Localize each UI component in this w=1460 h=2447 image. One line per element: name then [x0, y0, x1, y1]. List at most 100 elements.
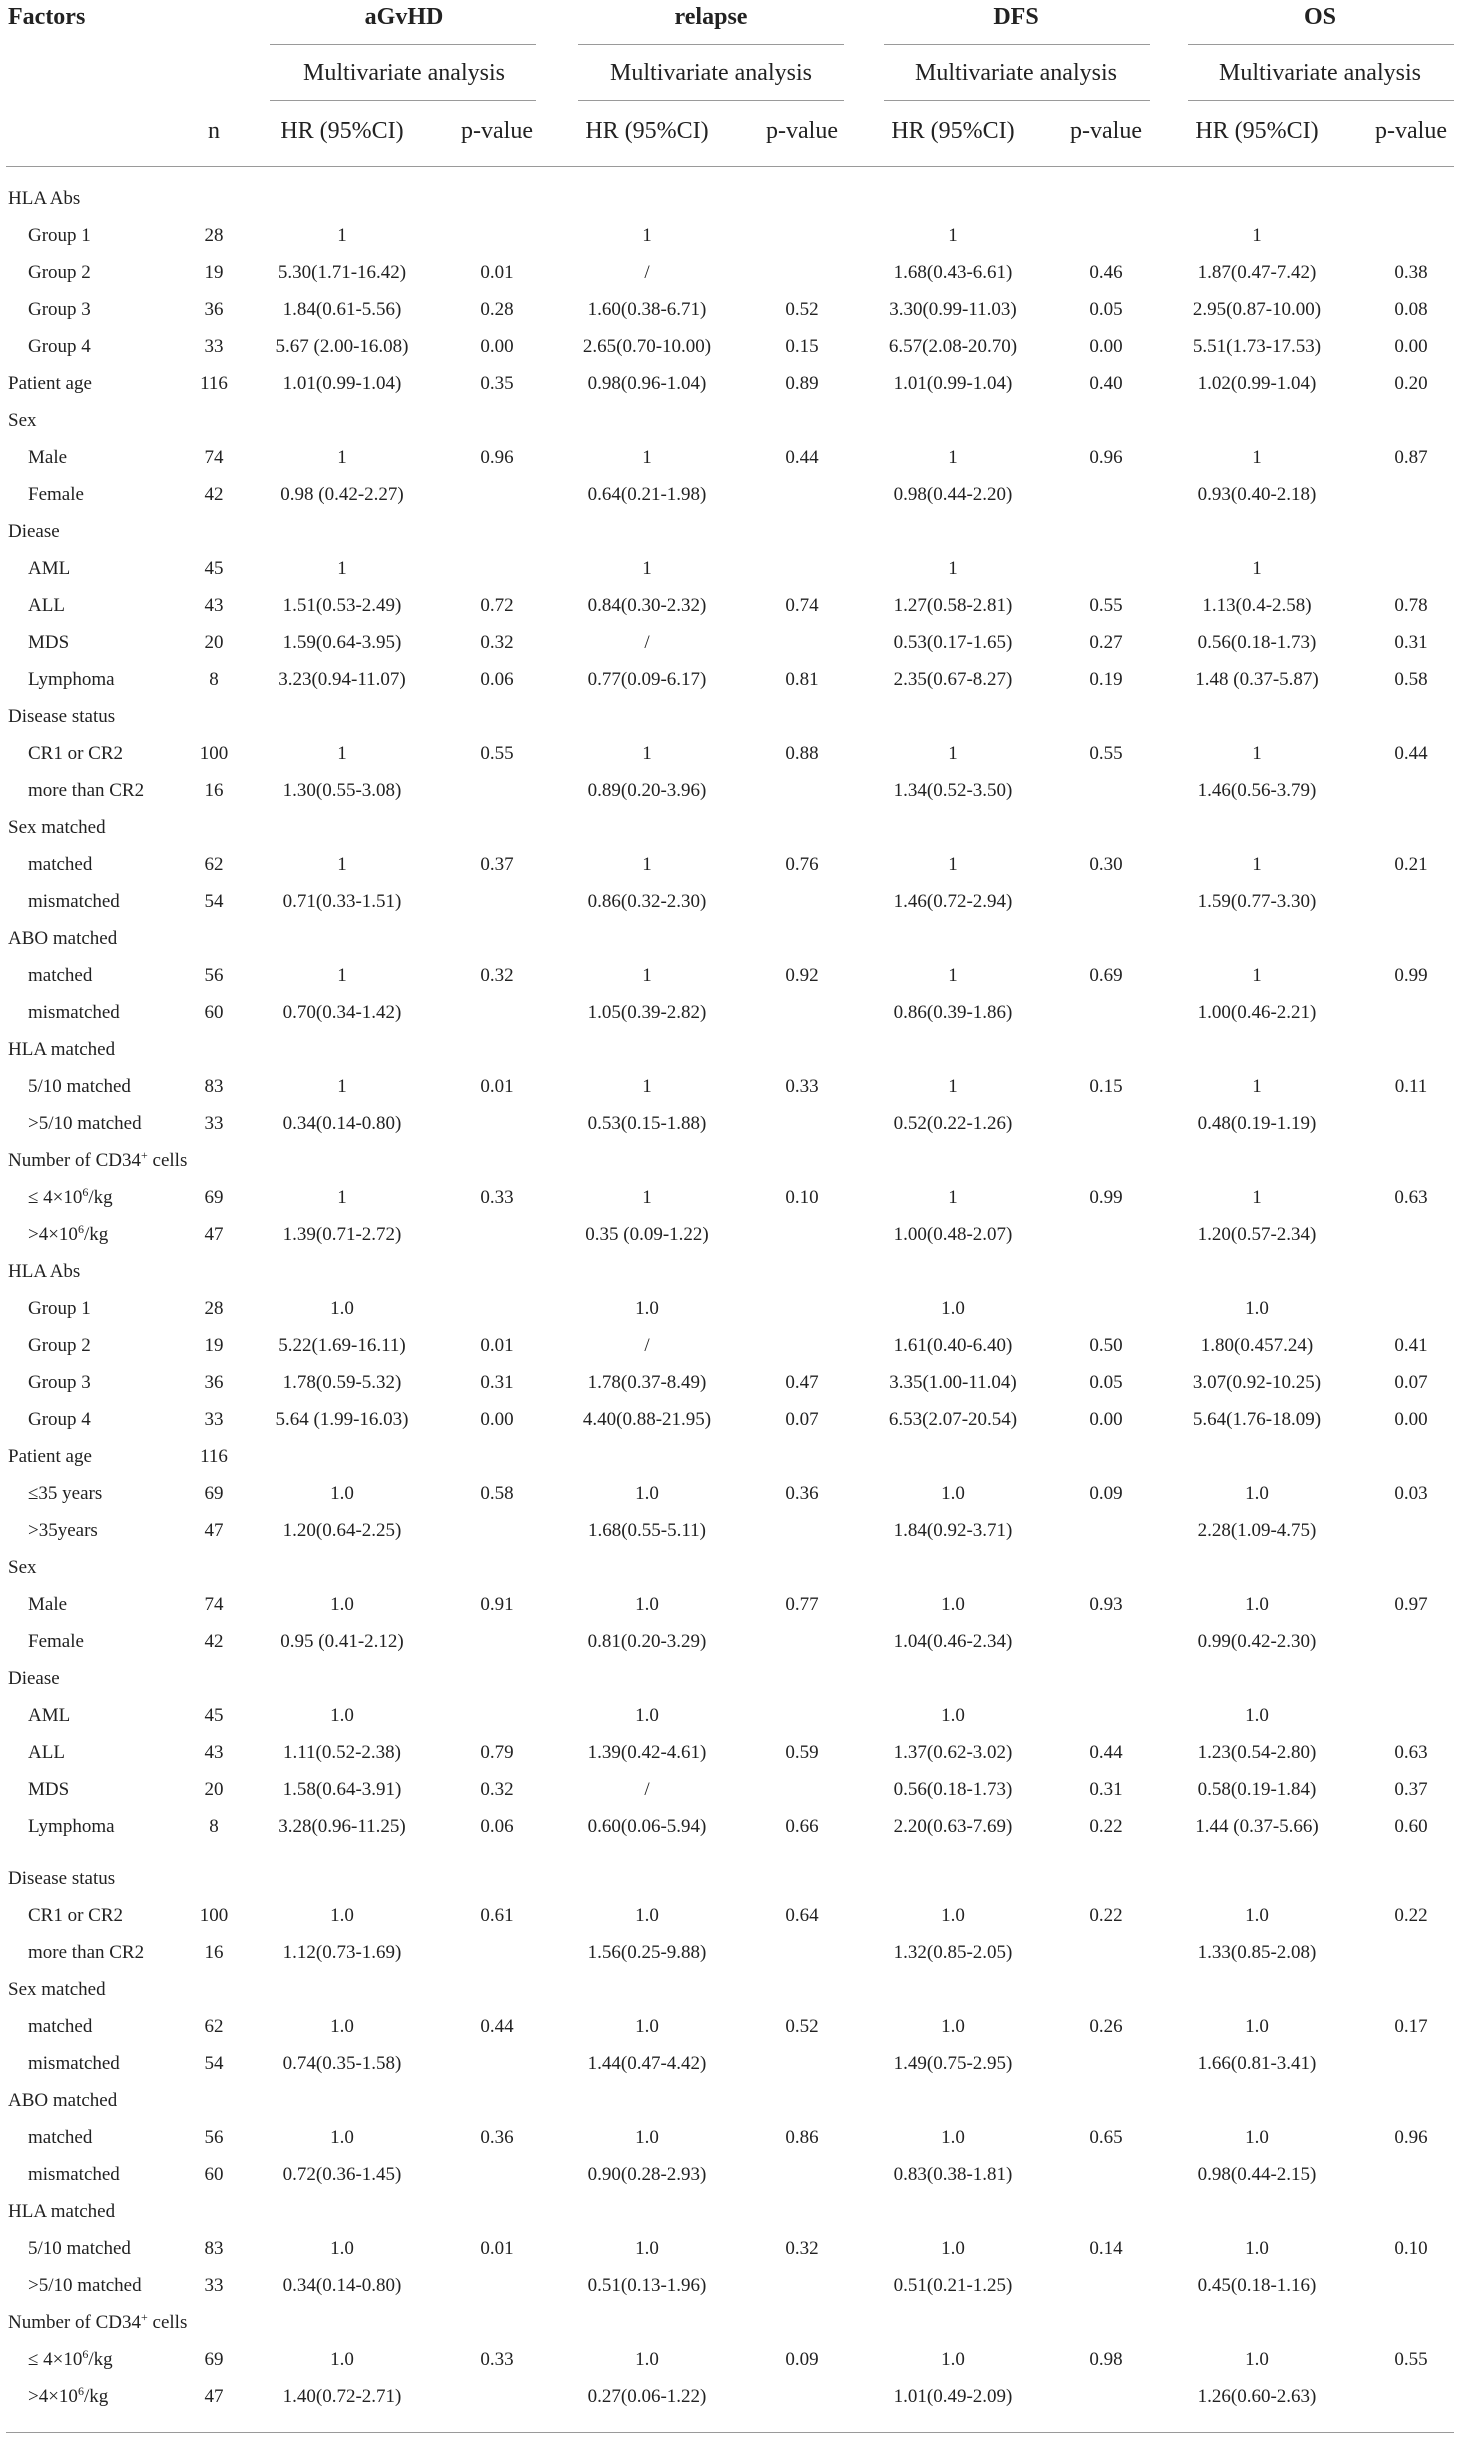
cell-a-p: 0.35 — [480, 374, 513, 393]
group-rule — [884, 44, 1150, 45]
cell-a-hr: 0.95 (0.41-2.12) — [280, 1632, 403, 1651]
cell-n: 116 — [200, 374, 228, 393]
header-hr: HR (95%CI) — [585, 118, 708, 145]
cell-d-p: 0.00 — [1089, 337, 1122, 356]
cell-a-p: 0.01 — [480, 263, 513, 282]
cell-n: 69 — [205, 1188, 224, 1207]
cell-o-hr: 0.98(0.44-2.15) — [1198, 2165, 1317, 2184]
cell-r-p: 0.64 — [785, 1906, 818, 1925]
cell-n: 83 — [205, 2239, 224, 2258]
cell-r-p: 0.66 — [785, 1817, 818, 1836]
cell-r-hr: 1.44(0.47-4.42) — [588, 2054, 707, 2073]
cell-o-hr: 0.58(0.19-1.84) — [1198, 1780, 1317, 1799]
cell-a-hr: 5.67 (2.00-16.08) — [276, 337, 409, 356]
cell-a-p: 0.37 — [480, 855, 513, 874]
cell-o-hr: 1.0 — [1245, 2017, 1269, 2036]
cell-r-p: 0.44 — [785, 448, 818, 467]
cell-n: 33 — [205, 337, 224, 356]
cell-o-p: 0.44 — [1394, 744, 1427, 763]
cell-d-p: 0.55 — [1089, 744, 1122, 763]
cell-o-hr: 1.33(0.85-2.08) — [1198, 1943, 1317, 1962]
row-sublabel: Group 3 — [28, 1373, 91, 1392]
cell-o-hr: 5.51(1.73-17.53) — [1193, 337, 1321, 356]
cell-d-p: 0.69 — [1089, 966, 1122, 985]
header-p: p-value — [766, 118, 838, 145]
cell-o-hr: 1.0 — [1245, 1706, 1269, 1725]
cell-n: 47 — [205, 1521, 224, 1540]
cell-n: 100 — [200, 744, 229, 763]
cell-d-p: 0.93 — [1089, 1595, 1122, 1614]
cell-d-hr: 6.53(2.07-20.54) — [889, 1410, 1017, 1429]
cell-o-p: 0.00 — [1394, 1410, 1427, 1429]
cell-a-hr: 5.22(1.69-16.11) — [278, 1336, 406, 1355]
row-sublabel: ≤ 4×106/kg — [28, 2350, 113, 2369]
cell-r-hr: 0.60(0.06-5.94) — [588, 1817, 707, 1836]
cell-o-hr: 1.23(0.54-2.80) — [1198, 1743, 1317, 1762]
cell-o-hr: 1.0 — [1245, 2128, 1269, 2147]
cell-a-p: 0.06 — [480, 670, 513, 689]
row-category: Disease status — [8, 707, 115, 726]
cell-d-hr: 1 — [948, 1077, 958, 1096]
cell-a-hr: 1.0 — [330, 1706, 354, 1725]
cell-a-hr: 5.64 (1.99-16.03) — [276, 1410, 409, 1429]
row-sublabel: 5/10 matched — [28, 2239, 131, 2258]
cell-d-hr: 3.30(0.99-11.03) — [889, 300, 1017, 319]
cell-r-hr: 1.78(0.37-8.49) — [588, 1373, 707, 1392]
cell-d-p: 0.05 — [1089, 300, 1122, 319]
multivariate-label: Multivariate analysis — [1219, 60, 1421, 87]
row-sublabel: ALL — [28, 596, 65, 615]
header-p: p-value — [461, 118, 533, 145]
cell-d-p: 0.00 — [1089, 1410, 1122, 1429]
cell-a-hr: 1.51(0.53-2.49) — [283, 596, 402, 615]
header-p: p-value — [1375, 118, 1447, 145]
cell-r-p: 0.15 — [785, 337, 818, 356]
cell-o-p: 0.55 — [1394, 2350, 1427, 2369]
row-sublabel: Male — [28, 1595, 67, 1614]
cell-r-hr: 1.0 — [635, 2017, 659, 2036]
cell-d-hr: 1 — [948, 1188, 958, 1207]
cell-a-hr: 1.58(0.64-3.91) — [283, 1780, 402, 1799]
cell-o-hr: 1.46(0.56-3.79) — [1198, 781, 1317, 800]
row-category: ABO matched — [8, 929, 117, 948]
cell-r-hr: 4.40(0.88-21.95) — [583, 1410, 711, 1429]
cell-a-hr: 3.23(0.94-11.07) — [278, 670, 406, 689]
cell-r-hr: 1.0 — [635, 1595, 659, 1614]
cell-d-p: 0.96 — [1089, 448, 1122, 467]
cell-a-hr: 3.28(0.96-11.25) — [278, 1817, 406, 1836]
cell-o-hr: 1.80(0.457.24) — [1201, 1336, 1313, 1355]
cell-n: 20 — [205, 1780, 224, 1799]
cell-r-p: 0.77 — [785, 1595, 818, 1614]
cell-r-p: 0.32 — [785, 2239, 818, 2258]
cell-n: 8 — [209, 670, 219, 689]
cell-d-p: 0.19 — [1089, 670, 1122, 689]
cell-a-p: 0.58 — [480, 1484, 513, 1503]
cell-r-p: 0.92 — [785, 966, 818, 985]
cell-r-hr: 0.84(0.30-2.32) — [588, 596, 707, 615]
cell-r-p: 0.47 — [785, 1373, 818, 1392]
cell-d-hr: 1.0 — [941, 1484, 965, 1503]
cell-r-p: 0.89 — [785, 374, 818, 393]
cell-d-p: 0.65 — [1089, 2128, 1122, 2147]
cell-d-p: 0.40 — [1089, 374, 1122, 393]
cell-o-hr: 1.00(0.46-2.21) — [1198, 1003, 1317, 1022]
cell-n: 43 — [205, 596, 224, 615]
cell-r-hr: / — [644, 1780, 649, 1799]
cell-a-hr: 5.30(1.71-16.42) — [278, 263, 406, 282]
cell-d-hr: 1.37(0.62-3.02) — [894, 1743, 1013, 1762]
cell-o-hr: 0.45(0.18-1.16) — [1198, 2276, 1317, 2295]
cell-a-hr: 1 — [337, 1077, 347, 1096]
header-hr: HR (95%CI) — [891, 118, 1014, 145]
cell-r-p: 0.88 — [785, 744, 818, 763]
cell-a-hr: 0.72(0.36-1.45) — [283, 2165, 402, 2184]
cell-r-hr: 0.64(0.21-1.98) — [588, 485, 707, 504]
row-sublabel: CR1 or CR2 — [28, 1906, 123, 1925]
group-rule — [578, 44, 844, 45]
row-sublabel: Group 1 — [28, 226, 91, 245]
cell-r-p: 0.81 — [785, 670, 818, 689]
cell-d-hr: 2.35(0.67-8.27) — [894, 670, 1013, 689]
header-n: n — [208, 118, 220, 145]
cell-d-hr: 1 — [948, 226, 958, 245]
row-sublabel: matched — [28, 2017, 92, 2036]
cell-o-p: 0.21 — [1394, 855, 1427, 874]
cell-d-hr: 1.01(0.99-1.04) — [894, 374, 1013, 393]
